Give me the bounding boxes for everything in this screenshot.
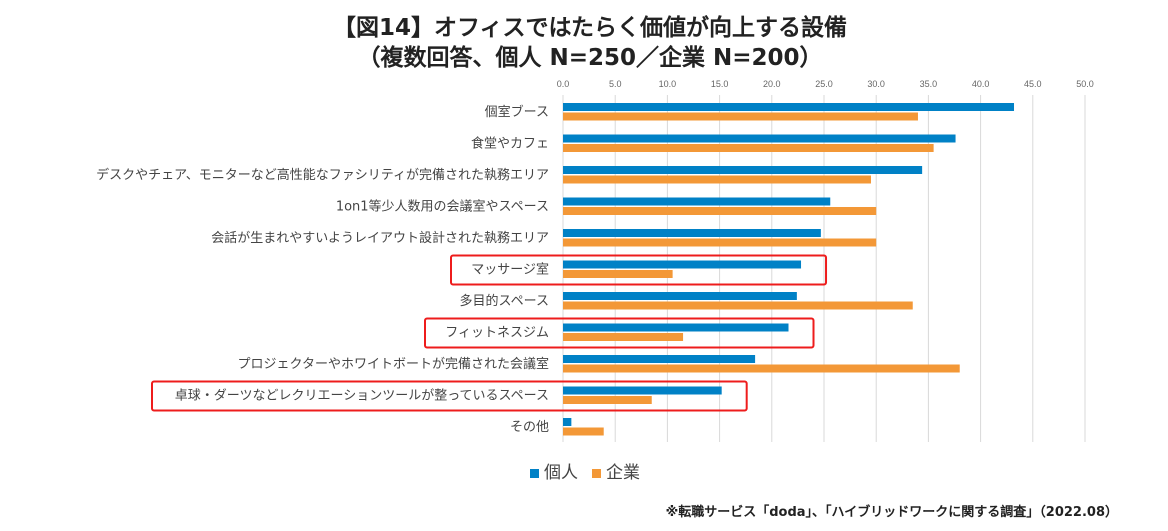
bar-company bbox=[563, 301, 913, 310]
category-label: マッサージ室 bbox=[471, 262, 549, 278]
highlight-box bbox=[151, 380, 748, 412]
x-tick-label: 35.0 bbox=[920, 79, 938, 89]
bar-company bbox=[563, 238, 877, 247]
category-label: フィットネスジム bbox=[445, 326, 549, 341]
highlight-box bbox=[424, 317, 815, 349]
bar-company bbox=[563, 175, 871, 184]
bar-company bbox=[563, 364, 960, 373]
x-tick-label: 10.0 bbox=[659, 79, 677, 89]
x-tick-label: 30.0 bbox=[867, 79, 885, 89]
highlight-box bbox=[450, 254, 828, 286]
bar-company bbox=[563, 112, 918, 121]
bar-individual bbox=[563, 103, 1015, 111]
category-label: 会話が生まれやすいようレイアウト設計された執務エリア bbox=[211, 230, 549, 246]
category-label: 食堂やカフェ bbox=[471, 136, 549, 152]
bar-company bbox=[563, 333, 684, 341]
x-tick-label: 20.0 bbox=[763, 79, 781, 89]
x-tick-label: 25.0 bbox=[815, 79, 833, 89]
bar-individual bbox=[563, 197, 831, 206]
bar-individual bbox=[563, 386, 722, 395]
category-label: 個室ブース bbox=[485, 104, 549, 120]
x-tick-label: 40.0 bbox=[972, 79, 990, 89]
bar-individual bbox=[563, 166, 923, 174]
bar-company bbox=[563, 396, 652, 404]
bar-individual bbox=[563, 229, 821, 237]
category-label: 卓球・ダーツなどレクリエーションツールが整っているスペース bbox=[175, 389, 549, 404]
category-label: その他 bbox=[510, 420, 549, 435]
bar-individual bbox=[563, 134, 956, 143]
bar-individual bbox=[563, 323, 789, 332]
legend-item-company: 企業 bbox=[592, 458, 640, 483]
bar-company bbox=[563, 427, 604, 436]
x-tick-label: 5.0 bbox=[609, 79, 622, 89]
source-note: ※転職サービス「doda」、「ハイブリッドワークに関する調査」（2022.08） bbox=[665, 505, 1118, 520]
bar-individual bbox=[563, 418, 572, 426]
chart-subtitle: （複数回答、個人 N=250／企業 N=200） bbox=[357, 45, 823, 71]
bar-company bbox=[563, 144, 934, 152]
bar-company bbox=[563, 207, 877, 215]
bar-individual bbox=[563, 260, 802, 269]
x-tick-label: 15.0 bbox=[711, 79, 729, 89]
chart-title: 【図14】オフィスではたらく価値が向上する設備 bbox=[332, 15, 848, 41]
category-label: 多目的スペース bbox=[460, 293, 549, 309]
legend-item-individual: 個人 bbox=[530, 458, 578, 483]
bar-individual bbox=[563, 355, 756, 363]
category-label: プロジェクターやホワイトボートが完備された会議室 bbox=[238, 356, 549, 372]
category-label: 1on1等少人数用の会議室やスペース bbox=[336, 199, 549, 215]
x-tick-label: 0.0 bbox=[557, 79, 570, 89]
legend: 個人 企業 bbox=[530, 458, 640, 483]
x-tick-label: 50.0 bbox=[1076, 79, 1094, 89]
category-label: デスクやチェア、モニターなど高性能なファシリティが完備された執務エリア bbox=[96, 167, 549, 183]
bar-company bbox=[563, 270, 673, 278]
x-tick-label: 45.0 bbox=[1024, 79, 1042, 89]
bar-individual bbox=[563, 292, 797, 300]
